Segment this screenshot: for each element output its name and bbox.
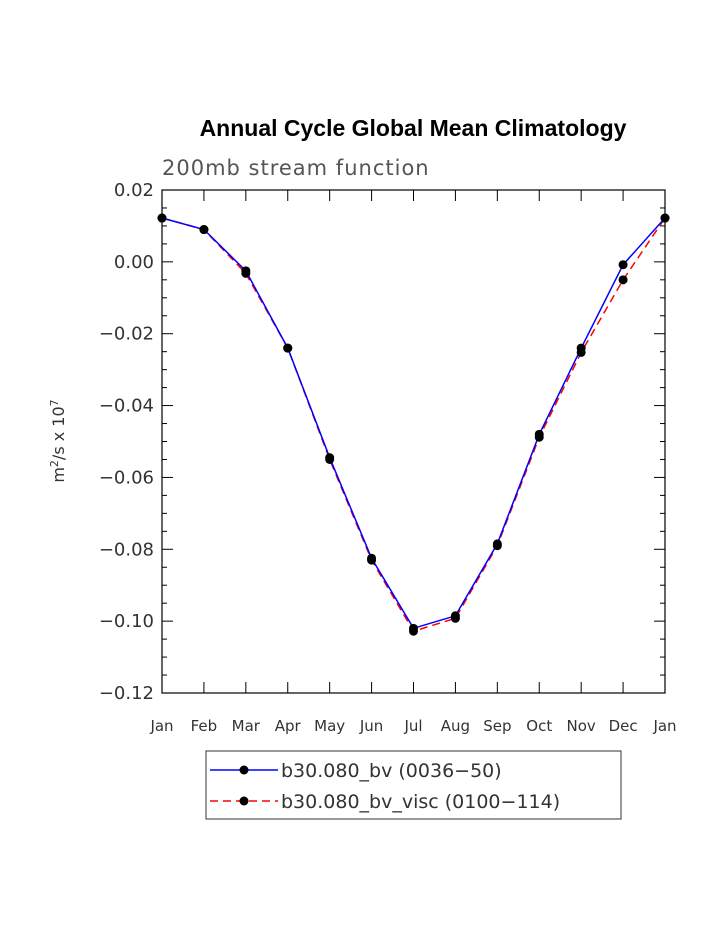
x-tick-label: Sep (483, 717, 511, 735)
axes: 0.02 0.00 −0.02 −0.04 −0.06 −0.08 −0.10 −0.12 Ja… (99, 180, 677, 735)
series-line-2 (161, 217, 666, 633)
y-axis-label-base: m (49, 467, 68, 483)
data-point-series-2 (199, 225, 209, 235)
data-point-series-1 (618, 260, 628, 270)
x-tick-label: Nov (567, 717, 596, 735)
x-tick-label: Jan (149, 717, 173, 735)
y-axis-label: m2/s x 107 (48, 399, 68, 482)
legend: b30.080_bv (0036−50) b30.080_bv_visc (01… (210, 760, 560, 813)
y-tick-label: −0.02 (99, 324, 154, 345)
y-axis-label-mid: /s x 10 (49, 406, 68, 460)
x-tick-label: Mar (232, 717, 261, 735)
x-tick-label: Jul (403, 717, 422, 735)
x-tick-label: Oct (526, 717, 552, 735)
series-layer (157, 213, 670, 636)
data-point-series-2 (660, 213, 670, 223)
y-tick-label: −0.06 (99, 467, 154, 488)
legend-label-series-1: b30.080_bv (0036−50) (281, 760, 502, 782)
x-tick-label: Feb (191, 717, 218, 735)
x-tick-label: Aug (441, 717, 470, 735)
data-point-series-2 (576, 347, 586, 357)
data-point-series-2 (534, 432, 544, 442)
legend-marker-series-2 (239, 796, 249, 806)
data-point-series-2 (450, 613, 460, 623)
data-point-series-2 (492, 541, 502, 551)
y-axis-label-sup2: 7 (48, 399, 61, 406)
legend-marker-series-1 (239, 765, 249, 775)
y-tick-label: −0.10 (99, 611, 154, 632)
chart-title: Annual Cycle Global Mean Climatology (200, 115, 627, 141)
y-tick-label: −0.12 (99, 683, 154, 704)
x-tick-label: May (314, 717, 345, 735)
y-axis-label-sup1: 2 (48, 460, 61, 467)
chart-subtitle: 200mb stream function (162, 156, 430, 180)
x-tick-label: Jan (652, 717, 676, 735)
data-point-series-2 (241, 268, 251, 278)
series-line-1 (161, 217, 666, 630)
legend-box (205, 750, 622, 820)
legend-label-series-2: b30.080_bv_visc (0100−114) (281, 791, 560, 813)
y-tick-label: 0.00 (114, 252, 154, 273)
data-point-series-2 (157, 213, 167, 223)
data-point-series-2 (325, 454, 335, 464)
x-tick-label: Apr (275, 717, 302, 735)
x-tick-label: Dec (609, 717, 638, 735)
y-tick-label: 0.02 (114, 180, 154, 201)
y-tick-label: −0.04 (99, 396, 154, 417)
data-point-series-2 (618, 275, 628, 285)
data-point-series-2 (409, 626, 418, 636)
data-point-series-2 (283, 343, 293, 353)
y-tick-label: −0.08 (99, 539, 154, 560)
data-point-series-2 (367, 555, 377, 565)
x-tick-label: Jun (359, 717, 383, 735)
